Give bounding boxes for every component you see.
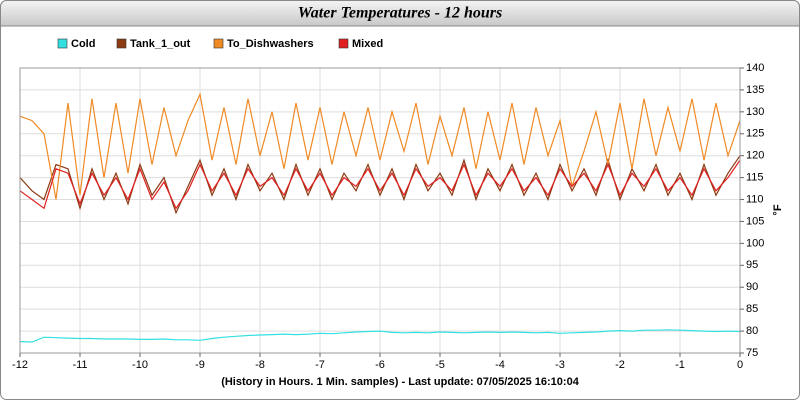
legend-label: Cold (71, 38, 95, 50)
y-tick-label: 135 (746, 84, 764, 96)
y-tick-label: 105 (746, 215, 764, 227)
series-line (19, 92, 741, 200)
y-tick-label: 125 (746, 128, 764, 140)
y-tick-label: 75 (746, 347, 758, 359)
x-tick-label: -4 (495, 359, 505, 371)
series-line (19, 159, 741, 210)
y-tick-label: 95 (746, 259, 758, 271)
x-tick-label: -5 (435, 359, 445, 371)
y-tick-label: 140 (746, 62, 764, 74)
x-tick-label: -10 (132, 359, 148, 371)
x-tick-label: -8 (255, 359, 265, 371)
x-tick-label: -6 (375, 359, 385, 371)
legend-label: To_Dishwashers (227, 38, 314, 50)
x-tick-label: -7 (315, 359, 325, 371)
y-axis-label: °F (772, 204, 784, 215)
x-tick-label: -1 (675, 359, 685, 371)
x-tick-label: 0 (737, 359, 743, 371)
y-tick-label: 100 (746, 237, 764, 249)
y-tick-label: 130 (746, 106, 764, 118)
legend-label: Mixed (352, 38, 383, 50)
legend-label: Tank_1_out (130, 38, 191, 50)
x-axis-label: (History in Hours. 1 Min. samples) - Las… (221, 376, 580, 388)
x-tick-label: -9 (195, 359, 205, 371)
legend-swatch (213, 38, 224, 49)
legend-swatch (116, 38, 127, 49)
legend-swatch (57, 38, 68, 49)
y-tick-label: 110 (746, 193, 764, 205)
y-tick-label: 120 (746, 150, 764, 162)
y-tick-label: 90 (746, 281, 758, 293)
series-line (19, 155, 741, 215)
y-tick-label: 85 (746, 303, 758, 315)
y-tick-label: 80 (746, 325, 758, 337)
y-tick-label: 115 (746, 172, 764, 184)
legend-swatch (338, 38, 349, 49)
x-tick-label: -11 (72, 359, 87, 371)
x-tick-label: -3 (555, 359, 565, 371)
x-tick-label: -12 (12, 359, 28, 371)
chart-title: Water Temperatures - 12 hours (298, 5, 502, 22)
series-line (19, 329, 741, 343)
x-tick-label: -2 (615, 359, 625, 371)
